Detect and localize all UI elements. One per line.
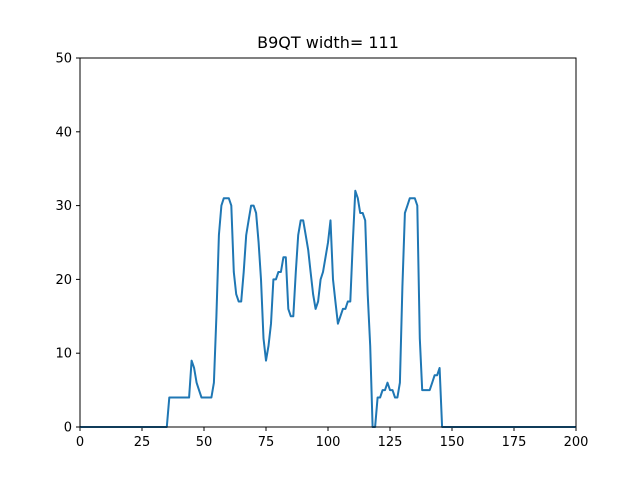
- x-tick-label: 125: [378, 435, 403, 450]
- x-tick-label: 200: [564, 435, 589, 450]
- x-tick-label: 100: [316, 435, 341, 450]
- x-tick-label: 0: [76, 435, 84, 450]
- x-tick-label: 175: [502, 435, 527, 450]
- x-tick-label: 150: [440, 435, 465, 450]
- y-tick-label: 10: [55, 347, 72, 362]
- y-tick-label: 0: [64, 421, 72, 436]
- chart-title: B9QT width= 111: [257, 33, 399, 52]
- y-tick-label: 40: [55, 125, 72, 140]
- x-tick-label: 50: [196, 435, 213, 450]
- y-tick-label: 20: [55, 273, 72, 288]
- x-tick-label: 25: [134, 435, 151, 450]
- axis-ticks: 0 25 50 75 100 125 150 175 200 0 10 20 30 40 50: [55, 52, 588, 451]
- x-tick-label: 75: [258, 435, 275, 450]
- y-tick-label: 50: [55, 52, 72, 67]
- series-line: [80, 189, 576, 428]
- plot-area-frame: [79, 57, 577, 428]
- y-tick-label: 30: [55, 199, 72, 214]
